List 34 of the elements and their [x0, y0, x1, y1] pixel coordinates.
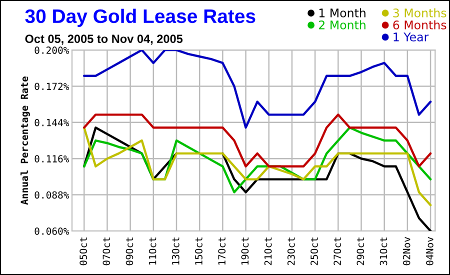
x-tick-label: 31Oct	[380, 238, 388, 266]
y-tick-label: 0.060%	[34, 228, 70, 235]
x-tick-label: 04Nov	[426, 237, 434, 266]
x-tick-label: 25Oct	[310, 238, 318, 266]
y-tick-label: 0.200%	[34, 46, 70, 54]
line-series	[83, 50, 432, 129]
line-series	[83, 114, 432, 168]
x-tick-label: 21Oct	[264, 238, 272, 266]
y-tick-label: 0.172%	[34, 82, 70, 90]
y-tick-label: 0.144%	[34, 118, 70, 126]
y-tick-label: 0.088%	[34, 191, 70, 199]
legend-label: 2 Month	[319, 20, 366, 30]
x-tick-label: 09Oct	[126, 238, 134, 266]
x-tick-label: 29Oct	[356, 238, 364, 266]
legend-label: 1 Month	[319, 8, 366, 18]
x-tick-label: 23Oct	[287, 238, 295, 266]
chart-subtitle: Oct 05, 2005 to Nov 04, 2005	[25, 34, 183, 45]
x-tick-label: 07Oct	[102, 238, 110, 266]
y-tick-label: 0.116%	[34, 155, 70, 162]
x-tick-label: 15Oct	[195, 238, 202, 265]
legend-label: 1 Year	[394, 32, 429, 42]
x-tick-label: 17Oct	[218, 238, 226, 265]
y-axis-title: Annual Percentage Rate	[20, 76, 30, 205]
line-series	[83, 126, 432, 206]
x-tick-label: 19Oct	[241, 238, 249, 265]
chart-title: 30 Day Gold Lease Rates	[25, 8, 256, 27]
x-tick-label: 27Oct	[334, 238, 342, 266]
x-tick-label: 05Oct	[80, 238, 87, 266]
legend-label: 3 Months	[393, 8, 446, 18]
legend-label: 6 Months	[393, 20, 446, 30]
x-tick-label: 02Nov	[402, 237, 410, 266]
line-series	[83, 126, 432, 194]
x-tick-label: 13Oct	[172, 238, 180, 265]
x-tick-label: 11Oct	[148, 238, 156, 265]
